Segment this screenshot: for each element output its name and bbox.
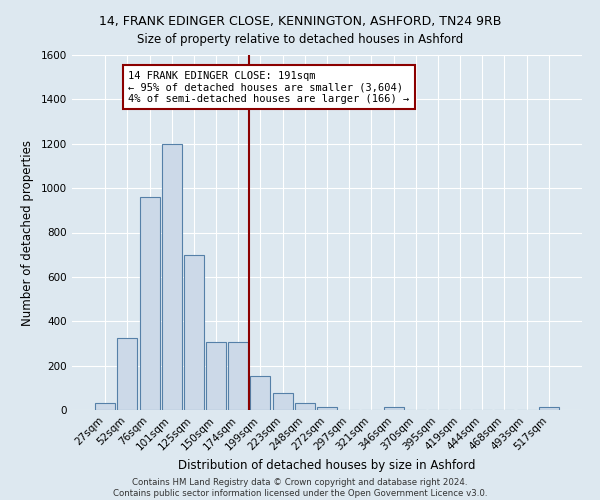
Bar: [118, 338, 137, 410]
Bar: [228, 342, 248, 410]
Bar: [317, 406, 337, 410]
Bar: [95, 404, 115, 410]
Bar: [162, 144, 182, 410]
Text: 14, FRANK EDINGER CLOSE, KENNINGTON, ASHFORD, TN24 9RB: 14, FRANK EDINGER CLOSE, KENNINGTON, ASH…: [99, 15, 501, 28]
Bar: [140, 197, 160, 410]
Bar: [206, 342, 226, 410]
Bar: [295, 404, 315, 410]
Bar: [250, 376, 271, 410]
Bar: [184, 254, 204, 410]
Bar: [383, 406, 404, 410]
Y-axis label: Number of detached properties: Number of detached properties: [21, 140, 34, 326]
Text: Contains HM Land Registry data © Crown copyright and database right 2024.
Contai: Contains HM Land Registry data © Crown c…: [113, 478, 487, 498]
Bar: [272, 394, 293, 410]
Bar: [539, 406, 559, 410]
Text: Size of property relative to detached houses in Ashford: Size of property relative to detached ho…: [137, 32, 463, 46]
X-axis label: Distribution of detached houses by size in Ashford: Distribution of detached houses by size …: [178, 458, 476, 471]
Text: 14 FRANK EDINGER CLOSE: 191sqm
← 95% of detached houses are smaller (3,604)
4% o: 14 FRANK EDINGER CLOSE: 191sqm ← 95% of …: [128, 70, 410, 104]
